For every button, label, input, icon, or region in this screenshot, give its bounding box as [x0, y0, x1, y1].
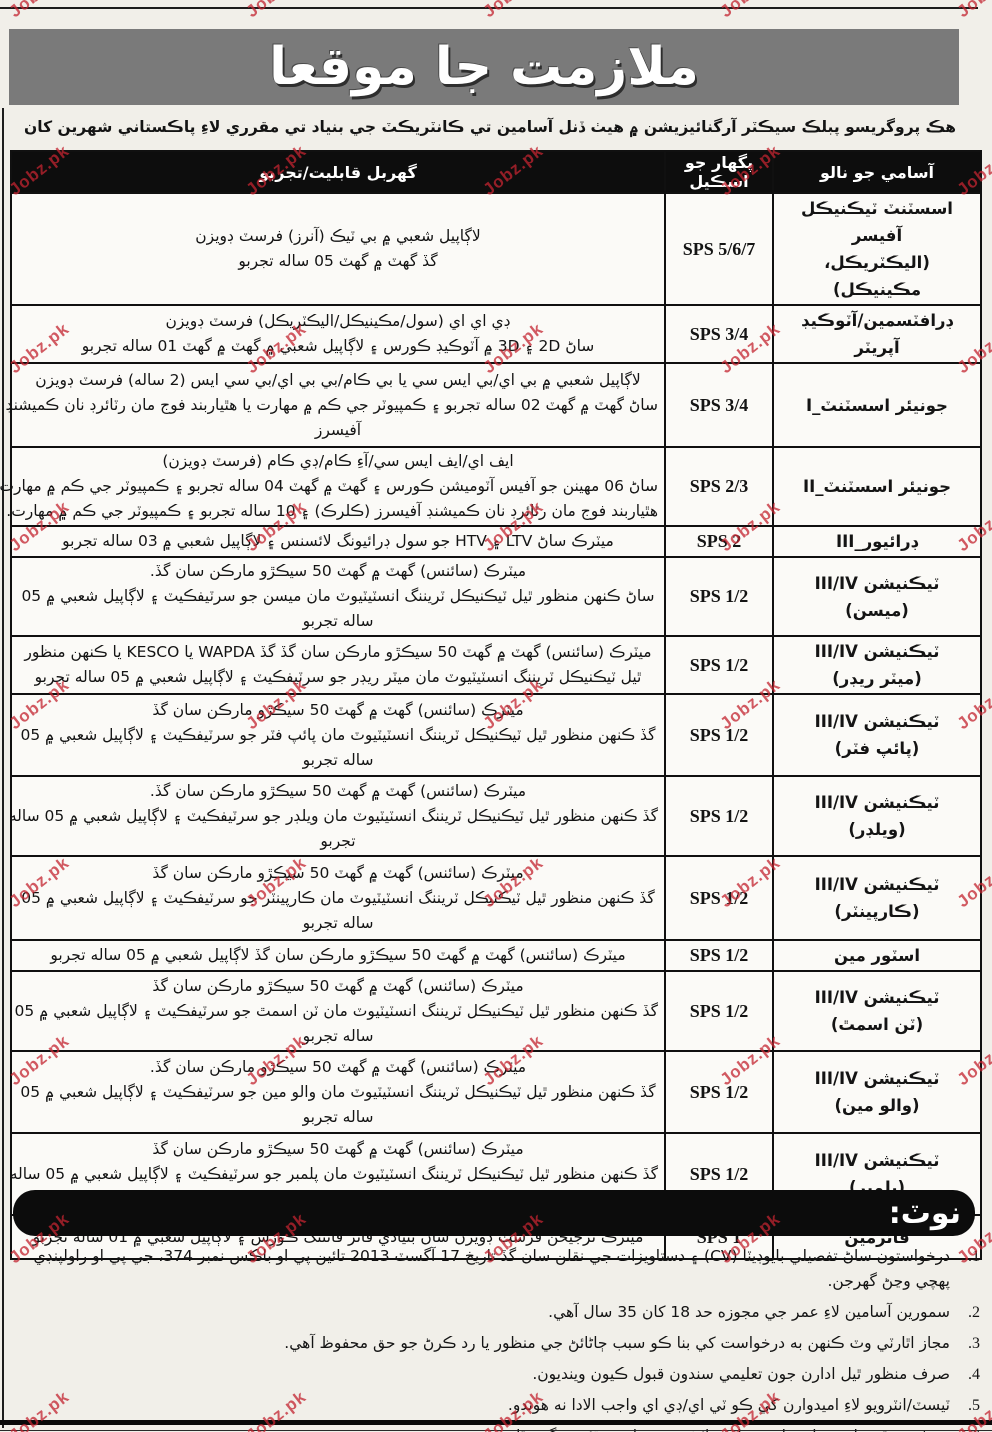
post-name-cell: ٽيڪنيشن III/IV (ٽن اسمٿ) [772, 970, 982, 1052]
header-pay-scale: پگهار جو اسڪيل [664, 150, 774, 194]
table-row: ڊرافٽسمين/آٽوڪيڊ آپريٽر SPS 3/4 ڊي اي اي… [10, 304, 982, 364]
table-row: ٽيڪنيشن III/IV (ميٽر ريڊر) SPS 1/2 ميٽرڪ … [10, 635, 982, 695]
title-banner: ملازمت جا موقعا [9, 29, 959, 105]
bottom-divider-thick [0, 1420, 992, 1425]
header-post-name: آسامي جو نالو [772, 150, 982, 194]
pay-scale-cell: SPS 3/4 [664, 362, 774, 448]
qualification-cell: ميٽرڪ ساڻ LTV ۽ HTV جو سول ڊرائيونگ لائس… [10, 525, 666, 558]
note-heading: نوٽ: [888, 1195, 961, 1231]
post-name-cell: جونيئر اسسٽنٽ_II [772, 446, 982, 527]
qualification-cell: ميٽرڪ (سائنس) گهٽ ۾ گهٽ 50 سيڪڙو مارڪن س… [10, 635, 666, 695]
ad-title: ملازمت جا موقعا [269, 37, 699, 97]
watermark-text: Jobz.pk [954, 0, 992, 22]
note-number: 2. [968, 1304, 980, 1321]
post-name-cell: اسٽور مين [772, 939, 982, 972]
note-text: مجاز اٿارٽي وٽ ڪنهن به درخواست کي بنا ڪو… [284, 1334, 950, 1352]
table-row: ٽيڪنيشن III/IV (ويلڊر) SPS 1/2 ميٽرڪ (سائ… [9, 775, 982, 857]
note-item: 2. سمورين آسامين لاءِ عمر جي مجوزه حد 18… [12, 1300, 980, 1325]
table-row: ٽيڪنيشن III/IV (ڪارپينٽر) SPS 1/2 ميٽرڪ (… [10, 855, 982, 941]
post-name-cell: ٽيڪنيشن III/IV (والو مين) [772, 1050, 982, 1134]
note-number: 3. [968, 1335, 980, 1352]
pay-scale-cell: SPS 3/4 [664, 304, 774, 364]
bottom-divider-thin [0, 1430, 992, 1431]
watermark-text: Jobz.pk [6, 0, 74, 22]
post-name-cell: ڊرافٽسمين/آٽوڪيڊ آپريٽر [772, 304, 982, 364]
table-row: جونيئر اسسٽنٽ_I SPS 3/4 لاڳاپيل شعبي ۾ ب… [6, 362, 982, 448]
pay-scale-cell: SPS 5/6/7 [664, 192, 774, 306]
pay-scale-cell: SPS 1/2 [664, 775, 774, 857]
pay-scale-cell: SPS 1/2 [664, 1050, 774, 1134]
note-item: 4. صرف منظور ٿيل ادارن جون تعليمي سندون … [12, 1362, 980, 1387]
pay-scale-cell: SPS 1/2 [664, 635, 774, 695]
note-text: سمورين آسامين لاءِ عمر جي مجوزه حد 18 کا… [548, 1303, 950, 1321]
pay-scale-cell: SPS 1/2 [664, 693, 774, 777]
note-item: 1. درخواستون ساڻ تفصيلي بايوڊيٽا (CV) ۽ … [12, 1244, 980, 1294]
qualification-cell: ميٽرڪ (سائنس) گهٽ ۾ گهٽ 50 سيڪڙو مارڪن س… [9, 775, 666, 857]
table-row: ٽيڪنيشن III/IV (ٽن اسمٿ) SPS 1/2 ميٽرڪ (س… [10, 970, 982, 1052]
table-row: ٽيڪنيشن III/IV (ميسن) SPS 1/2 ميٽرڪ (سائن… [10, 556, 982, 637]
pay-scale-cell: SPS 1/2 [664, 939, 774, 972]
table-header-row: آسامي جو نالو پگهار جو اسڪيل گهربل قابلي… [10, 150, 982, 194]
note-item: 3. مجاز اٿارٽي وٽ ڪنهن به درخواست کي بنا… [12, 1331, 980, 1356]
note-number: 5. [968, 1397, 980, 1414]
post-name-cell: جونيئر اسسٽنٽ_I [772, 362, 982, 448]
pay-scale-cell: SPS 1/2 [664, 855, 774, 941]
top-divider-line [0, 7, 978, 9]
header-qualification: گهربل قابليت/تجربو [10, 150, 666, 194]
qualification-cell: ميٽرڪ (سائنس) گهٽ ۾ گهٽ 50 سيڪڙو مارڪن س… [10, 970, 666, 1052]
qualification-cell: ميٽرڪ (سائنس) گهٽ ۾ گهٽ 50 سيڪڙو مارڪن س… [10, 693, 666, 777]
table-row: ٽيڪنيشن III/IV (والو مين) SPS 1/2 ميٽرڪ (… [10, 1050, 982, 1134]
qualification-cell: لاڳاپيل شعبي ۾ بي اي/بي ايس سي يا بي ڪام… [6, 362, 666, 448]
qualification-cell: ڊي اي اي (سول/مڪينيڪل/اليڪٽريڪل) فرسٽ ڊو… [10, 304, 666, 364]
watermark-text: Jobz.pk [480, 0, 548, 22]
post-name-cell: ٽيڪنيشن III/IV (ويلڊر) [772, 775, 982, 857]
watermark-text: Jobz.pk [717, 0, 785, 22]
post-name-cell: ڊرائيور_III [772, 525, 982, 558]
post-name-cell: ٽيڪنيشن III/IV (ميٽر ريڊر) [772, 635, 982, 695]
post-name-cell: اسسٽنٽ ٽيڪنيڪل آفيسر (اليڪٽريڪل، مڪينيڪل) [772, 192, 982, 306]
pay-scale-cell: SPS 2/3 [664, 446, 774, 527]
note-text: صرف سنڌ ۽ بلوچستان جا مستقل رهائشي درخوا… [12, 1424, 950, 1432]
left-border-line [2, 108, 4, 1428]
table-row: ڊرائيور_III SPS 2 ميٽرڪ ساڻ LTV ۽ HTV جو… [10, 525, 982, 558]
post-name-cell: ٽيڪنيشن III/IV (ڪارپينٽر) [772, 855, 982, 941]
watermark-text: Jobz.pk [243, 0, 311, 22]
qualification-cell: ميٽرڪ (سائنس) گهٽ ۾ گهٽ 50 سيڪڙو مارڪن س… [10, 556, 666, 637]
table-row: جونيئر اسسٽنٽ_II SPS 2/3 ايف اي/ايف ايس … [0, 446, 982, 527]
table-row: اسسٽنٽ ٽيڪنيڪل آفيسر (اليڪٽريڪل، مڪينيڪل)… [10, 192, 982, 306]
qualification-cell: ايف اي/ايف ايس سي/آءِ ڪام/ڊي ڪام (فرسٽ ڊ… [0, 446, 666, 527]
jobs-table: آسامي جو نالو پگهار جو اسڪيل گهربل قابلي… [0, 150, 982, 1260]
table-row: اسٽور مين SPS 1/2 ميٽرڪ (سائنس) گهٽ ۾ گه… [10, 939, 982, 972]
note-item: 5. ٽيسٽ/انٽرويو لاءِ اميدوارن کي ڪو ٽي ا… [12, 1393, 980, 1418]
qualification-cell: ميٽرڪ (سائنس) گهٽ ۾ گهٽ 50 سيڪڙو مارڪن س… [10, 939, 666, 972]
note-number: 4. [968, 1366, 980, 1383]
note-text: درخواستون ساڻ تفصيلي بايوڊيٽا (CV) ۽ دست… [33, 1247, 950, 1290]
post-name-cell: ٽيڪنيشن III/IV (ميسن) [772, 556, 982, 637]
table-row: ٽيڪنيشن III/IV (پائپ فٽر) SPS 1/2 ميٽرڪ (… [10, 693, 982, 777]
note-number: 1. [968, 1248, 980, 1265]
pay-scale-cell: SPS 1/2 [664, 970, 774, 1052]
notes-list: 1. درخواستون ساڻ تفصيلي بايوڊيٽا (CV) ۽ … [12, 1244, 980, 1432]
qualification-cell: ميٽرڪ (سائنس) گهٽ ۾ گهٽ 50 سيڪڙو مارڪن س… [10, 1050, 666, 1134]
note-banner: نوٽ: [13, 1190, 975, 1236]
table-body: اسسٽنٽ ٽيڪنيڪل آفيسر (اليڪٽريڪل، مڪينيڪل)… [0, 192, 982, 1260]
pay-scale-cell: SPS 1/2 [664, 556, 774, 637]
pay-scale-cell: SPS 2 [664, 525, 774, 558]
qualification-cell: لاڳاپيل شعبي ۾ بي ٽيڪ (آنرز) فرسٽ ڊويزن گ… [10, 192, 666, 306]
qualification-cell: ميٽرڪ (سائنس) گهٽ ۾ گهٽ 50 سيڪڙو مارڪن س… [10, 855, 666, 941]
note-text: ٽيسٽ/انٽرويو لاءِ اميدوارن کي ڪو ٽي اي/ڊ… [507, 1396, 950, 1414]
note-text: صرف منظور ٿيل ادارن جون تعليمي سندون قبو… [532, 1365, 950, 1383]
post-name-cell: ٽيڪنيشن III/IV (پائپ فٽر) [772, 693, 982, 777]
